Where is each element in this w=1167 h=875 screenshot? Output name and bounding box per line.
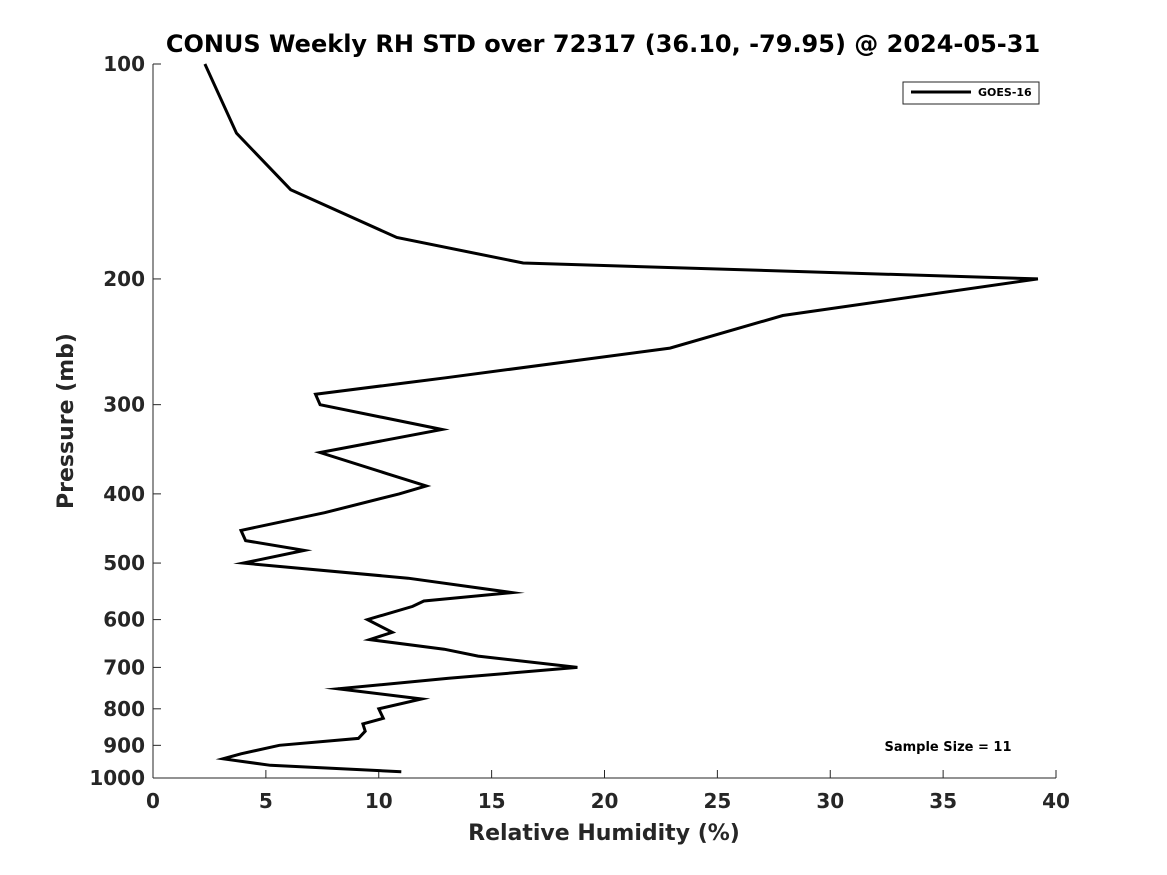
chart-title: CONUS Weekly RH STD over 72317 (36.10, -… (166, 30, 1040, 58)
x-axis-label: Relative Humidity (%) (468, 821, 740, 846)
y-tick-label: 1000 (89, 766, 145, 790)
x-tick-label: 20 (591, 789, 619, 813)
y-tick-label: 700 (103, 655, 145, 679)
series-line-goes-16 (203, 63, 1039, 774)
x-tick-label: 5 (259, 789, 273, 813)
y-tick-label: 600 (103, 608, 145, 632)
legend-label-goes-16: GOES-16 (978, 86, 1032, 99)
x-axis-ticks: 0 5 10 15 20 25 30 35 40 (146, 770, 1070, 813)
y-axis-label: Pressure (mb) (54, 333, 79, 509)
y-tick-label: 500 (103, 551, 145, 575)
y-tick-label: 800 (103, 697, 145, 721)
x-tick-label: 25 (703, 789, 731, 813)
x-tick-label: 15 (478, 789, 506, 813)
y-tick-label: 100 (103, 52, 145, 76)
sample-size-annotation: Sample Size = 11 (884, 740, 1011, 755)
x-tick-label: 35 (929, 789, 957, 813)
y-tick-label: 900 (103, 733, 145, 757)
y-axis-ticks: 100 200 300 400 500 600 700 800 900 1000 (89, 52, 161, 790)
y-tick-label: 400 (103, 482, 145, 506)
legend: GOES-16 (902, 81, 1040, 105)
x-tick-label: 30 (816, 789, 844, 813)
x-tick-label: 0 (146, 789, 160, 813)
x-tick-label: 10 (365, 789, 393, 813)
y-tick-label: 300 (103, 393, 145, 417)
series-layer (203, 63, 1039, 774)
x-tick-label: 40 (1042, 789, 1070, 813)
y-tick-label: 200 (103, 267, 145, 291)
